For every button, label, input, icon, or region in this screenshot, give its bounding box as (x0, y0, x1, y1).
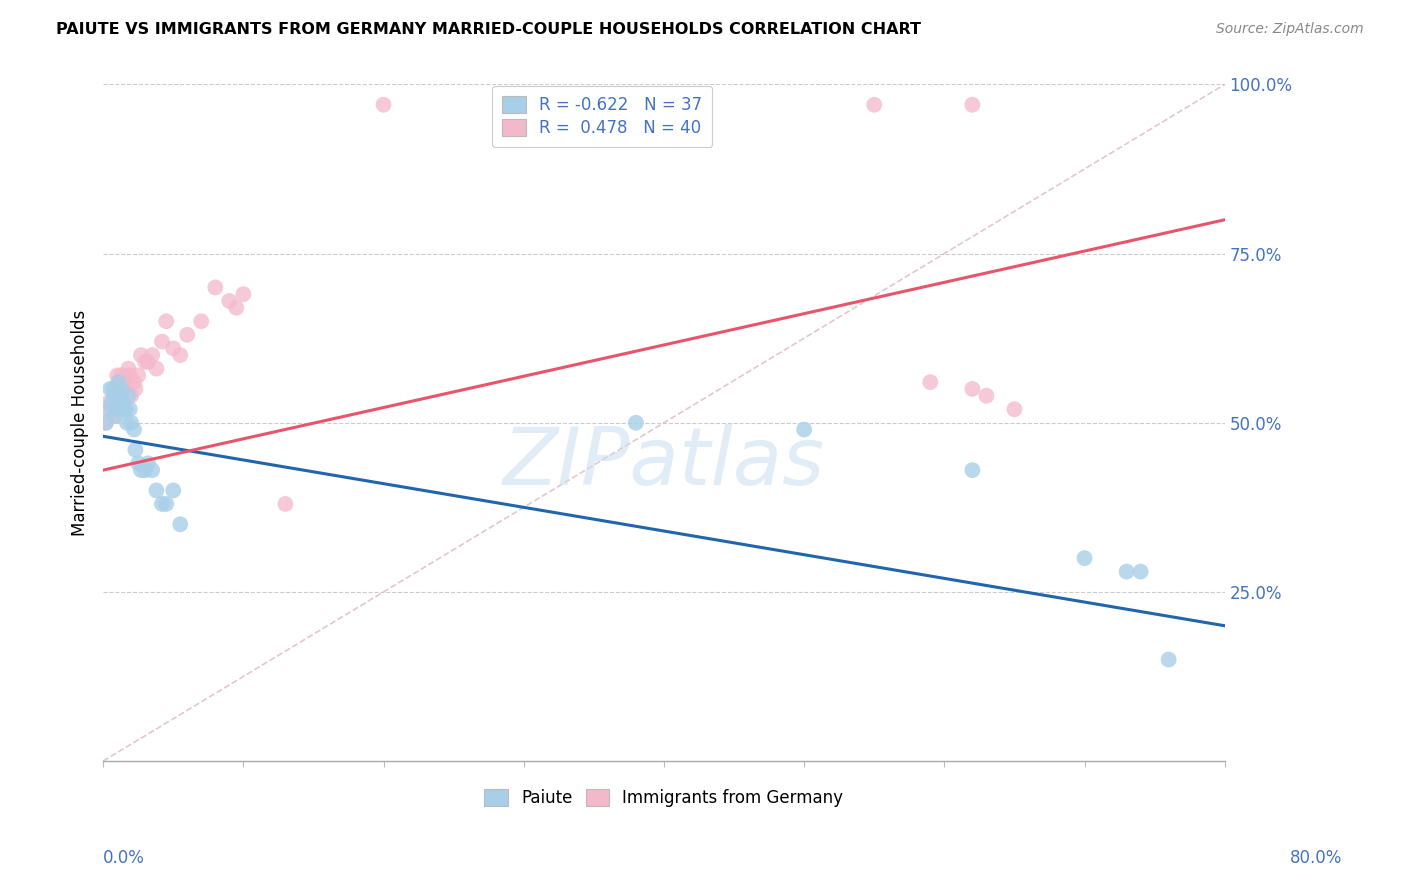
Point (117, 389, 139, 403)
Point (118, 368, 141, 383)
Point (97, 402, 120, 417)
Text: 80.0%: 80.0% (1291, 849, 1343, 867)
Point (218, 293, 240, 308)
Point (127, 456, 149, 470)
Point (105, 402, 128, 417)
Point (136, 355, 159, 369)
Text: ZIPatlas: ZIPatlas (503, 425, 825, 502)
Point (120, 389, 142, 403)
Point (129, 348, 152, 362)
Point (98, 382, 121, 396)
Point (110, 382, 132, 396)
Point (103, 389, 125, 403)
Point (104, 409, 127, 423)
Point (150, 497, 173, 511)
Point (145, 483, 167, 498)
Point (118, 402, 141, 417)
Point (104, 382, 127, 396)
Point (141, 348, 163, 362)
Point (111, 382, 134, 396)
Legend: Paiute, Immigrants from Germany: Paiute, Immigrants from Germany (478, 782, 851, 814)
Point (624, 416, 647, 430)
Point (105, 368, 128, 383)
Text: Source: ZipAtlas.com: Source: ZipAtlas.com (1216, 22, 1364, 37)
Point (111, 395, 134, 409)
Point (962, 382, 984, 396)
Point (103, 409, 125, 423)
Point (136, 456, 159, 470)
Point (190, 314, 212, 328)
Point (124, 442, 146, 457)
Point (134, 355, 156, 369)
Point (1157, 652, 1180, 666)
Point (108, 375, 131, 389)
Point (962, 97, 984, 112)
Point (1129, 565, 1152, 579)
Point (863, 97, 886, 112)
Point (155, 497, 177, 511)
Point (145, 361, 167, 376)
Point (1073, 551, 1095, 566)
Point (122, 375, 145, 389)
Point (107, 375, 129, 389)
Point (204, 280, 226, 294)
Point (155, 314, 177, 328)
Point (112, 402, 135, 417)
Y-axis label: Married-couple Households: Married-couple Households (72, 310, 89, 536)
Point (97, 395, 120, 409)
Point (127, 368, 149, 383)
Point (94, 416, 117, 430)
Point (134, 463, 156, 477)
Point (162, 483, 184, 498)
Point (94, 416, 117, 430)
Point (100, 402, 122, 417)
Point (114, 402, 136, 417)
Point (976, 389, 998, 403)
Point (962, 463, 984, 477)
Point (101, 382, 124, 396)
Point (920, 375, 942, 389)
Point (162, 342, 184, 356)
Point (1115, 565, 1137, 579)
Point (141, 463, 163, 477)
Point (108, 389, 131, 403)
Point (117, 361, 139, 376)
Point (793, 423, 815, 437)
Point (110, 368, 132, 383)
Point (176, 327, 198, 342)
Point (373, 97, 395, 112)
Point (120, 416, 142, 430)
Point (169, 348, 191, 362)
Point (150, 334, 173, 349)
Point (225, 301, 247, 315)
Point (100, 395, 122, 409)
Point (107, 375, 129, 389)
Point (232, 287, 254, 301)
Point (115, 416, 138, 430)
Point (115, 368, 138, 383)
Point (169, 517, 191, 532)
Point (112, 375, 135, 389)
Text: 0.0%: 0.0% (103, 849, 145, 867)
Point (114, 382, 136, 396)
Point (1002, 402, 1025, 417)
Point (124, 382, 146, 396)
Point (129, 463, 152, 477)
Point (122, 423, 145, 437)
Text: PAIUTE VS IMMIGRANTS FROM GERMANY MARRIED-COUPLE HOUSEHOLDS CORRELATION CHART: PAIUTE VS IMMIGRANTS FROM GERMANY MARRIE… (56, 22, 921, 37)
Point (274, 497, 297, 511)
